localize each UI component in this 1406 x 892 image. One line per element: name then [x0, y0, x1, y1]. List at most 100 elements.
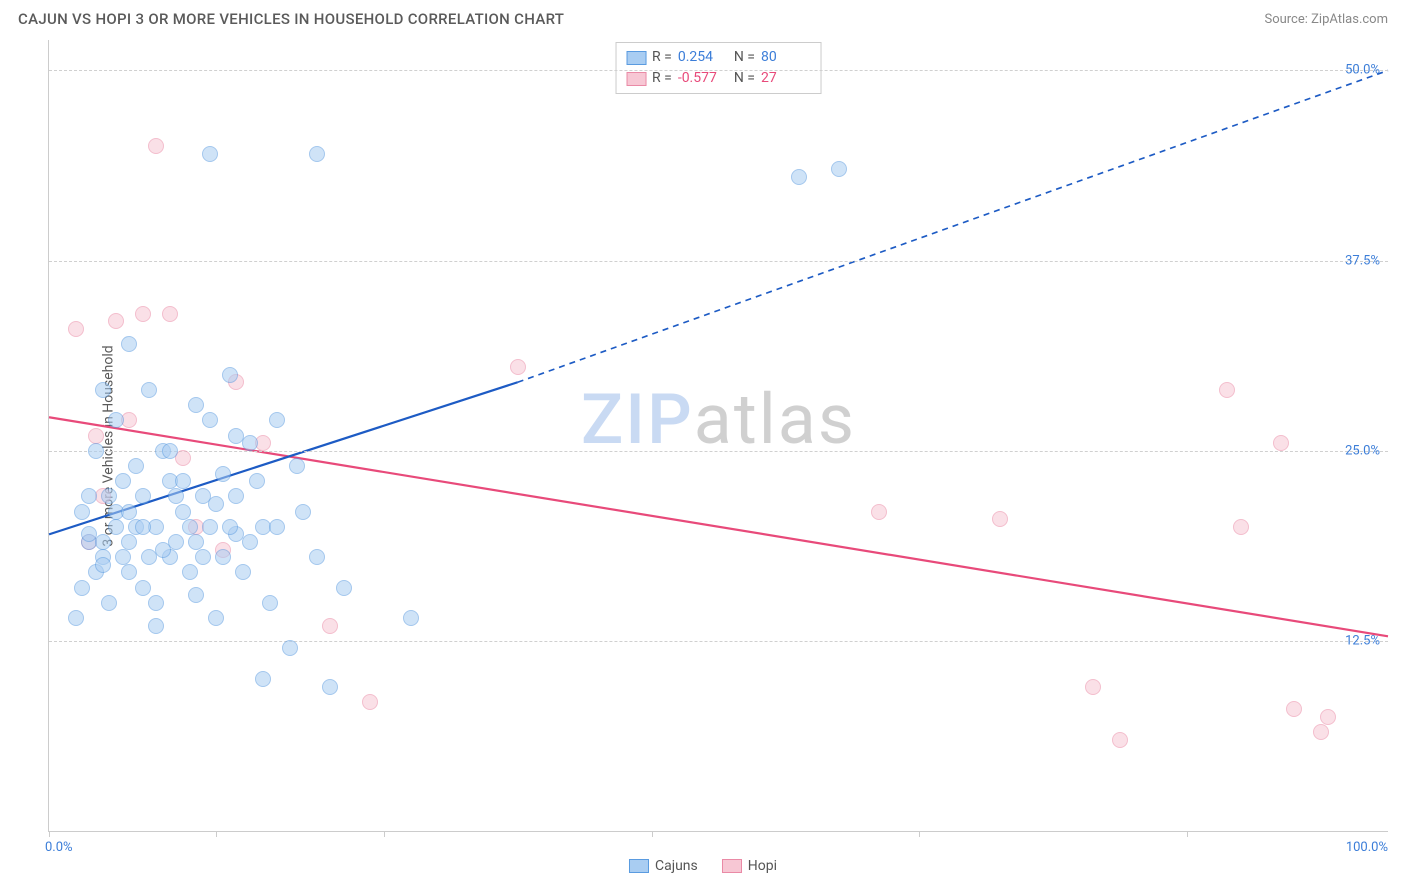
data-point: [295, 504, 311, 520]
data-point: [121, 504, 137, 520]
data-point: [121, 534, 137, 550]
data-point: [255, 671, 271, 687]
data-point: [135, 519, 151, 535]
data-point: [188, 534, 204, 550]
data-point: [215, 466, 231, 482]
data-point: [121, 564, 137, 580]
data-point: [228, 488, 244, 504]
gridline: [49, 261, 1388, 262]
data-point: [215, 549, 231, 565]
data-point: [242, 534, 258, 550]
data-point: [1112, 732, 1128, 748]
data-point: [135, 488, 151, 504]
data-point: [162, 306, 178, 322]
data-point: [95, 557, 111, 573]
data-point: [182, 519, 198, 535]
data-point: [831, 161, 847, 177]
data-point: [175, 450, 191, 466]
data-point: [81, 526, 97, 542]
y-tick-label: 50.0%: [1345, 63, 1380, 78]
data-point: [208, 496, 224, 512]
data-point: [403, 610, 419, 626]
x-max-label: 100.0%: [1346, 840, 1388, 855]
swatch-hopi: [626, 72, 646, 86]
y-tick-label: 25.0%: [1345, 443, 1380, 458]
data-point: [101, 488, 117, 504]
y-tick-label: 12.5%: [1345, 633, 1380, 648]
x-tick: [49, 831, 50, 837]
data-point: [202, 519, 218, 535]
data-point: [322, 618, 338, 634]
data-point: [115, 473, 131, 489]
chart-plot-area: ZIPatlas R = 0.254 N = 80 R = -0.577 N =…: [48, 40, 1388, 832]
data-point: [249, 473, 265, 489]
data-point: [175, 504, 191, 520]
data-point: [289, 458, 305, 474]
data-point: [309, 146, 325, 162]
data-point: [188, 397, 204, 413]
legend-item-hopi: Hopi: [722, 858, 777, 874]
gridline: [49, 70, 1388, 71]
data-point: [1286, 701, 1302, 717]
data-point: [1219, 382, 1235, 398]
data-point: [1320, 709, 1336, 725]
data-point: [188, 587, 204, 603]
data-point: [88, 428, 104, 444]
data-point: [269, 412, 285, 428]
x-tick: [216, 831, 217, 837]
data-point: [115, 549, 131, 565]
chart-title: CAJUN VS HOPI 3 OR MORE VEHICLES IN HOUS…: [18, 10, 564, 28]
data-point: [222, 519, 238, 535]
swatch-cajun-icon: [629, 859, 649, 873]
data-point: [202, 146, 218, 162]
data-point: [992, 511, 1008, 527]
x-tick: [1187, 831, 1188, 837]
data-point: [74, 580, 90, 596]
data-point: [148, 595, 164, 611]
data-point: [101, 595, 117, 611]
data-point: [222, 367, 238, 383]
data-point: [510, 359, 526, 375]
data-point: [262, 595, 278, 611]
data-point: [175, 473, 191, 489]
data-point: [182, 564, 198, 580]
swatch-hopi-icon: [722, 859, 742, 873]
y-tick-label: 37.5%: [1345, 253, 1380, 268]
data-point: [1313, 724, 1329, 740]
data-point: [74, 504, 90, 520]
data-point: [95, 382, 111, 398]
data-point: [81, 488, 97, 504]
data-point: [68, 610, 84, 626]
data-point: [322, 679, 338, 695]
data-point: [309, 549, 325, 565]
data-point: [141, 382, 157, 398]
data-point: [88, 443, 104, 459]
data-point: [1273, 435, 1289, 451]
legend-row-cajun: R = 0.254 N = 80: [626, 47, 811, 68]
data-point: [108, 412, 124, 428]
data-point: [195, 549, 211, 565]
data-point: [269, 519, 285, 535]
data-point: [208, 610, 224, 626]
data-point: [235, 564, 251, 580]
data-point: [1085, 679, 1101, 695]
gridline: [49, 641, 1388, 642]
data-point: [871, 504, 887, 520]
data-point: [155, 542, 171, 558]
data-point: [242, 435, 258, 451]
data-point: [791, 169, 807, 185]
data-point: [336, 580, 352, 596]
data-point: [148, 138, 164, 154]
data-point: [95, 534, 111, 550]
data-point: [148, 618, 164, 634]
x-min-label: 0.0%: [45, 840, 73, 855]
x-tick: [652, 831, 653, 837]
data-point: [135, 580, 151, 596]
data-point: [128, 458, 144, 474]
correlation-legend: R = 0.254 N = 80 R = -0.577 N = 27: [615, 42, 822, 94]
data-point: [168, 488, 184, 504]
data-point: [282, 640, 298, 656]
data-point: [121, 336, 137, 352]
data-point: [108, 313, 124, 329]
data-point: [362, 694, 378, 710]
